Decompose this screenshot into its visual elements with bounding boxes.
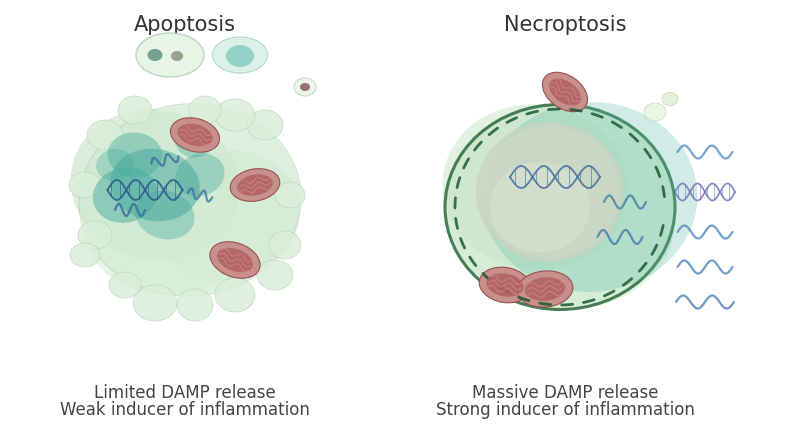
Ellipse shape [171,51,183,61]
Ellipse shape [445,105,675,310]
Ellipse shape [662,93,678,105]
Ellipse shape [96,149,134,181]
Text: Weak inducer of inflammation: Weak inducer of inflammation [60,401,310,419]
Ellipse shape [171,118,219,152]
Ellipse shape [80,105,300,295]
Ellipse shape [231,169,280,201]
Ellipse shape [543,72,587,112]
Ellipse shape [85,175,245,295]
Ellipse shape [487,273,523,297]
Ellipse shape [136,33,204,77]
Ellipse shape [212,37,267,73]
Ellipse shape [93,167,157,223]
Ellipse shape [78,221,112,249]
Ellipse shape [136,190,195,239]
Text: Massive DAMP release: Massive DAMP release [472,384,658,402]
Ellipse shape [189,96,221,124]
Ellipse shape [226,45,254,67]
Ellipse shape [237,174,273,196]
Ellipse shape [257,260,293,290]
Ellipse shape [217,248,253,272]
Ellipse shape [485,137,675,307]
Text: Necroptosis: Necroptosis [504,15,626,35]
Ellipse shape [176,154,224,197]
Ellipse shape [443,104,627,270]
Ellipse shape [175,122,215,158]
Ellipse shape [476,122,624,262]
Ellipse shape [517,271,573,307]
Ellipse shape [108,133,163,178]
Ellipse shape [275,182,305,208]
Ellipse shape [300,83,310,91]
Ellipse shape [269,231,301,259]
Ellipse shape [109,272,141,298]
Ellipse shape [148,49,163,61]
Ellipse shape [210,242,260,278]
Ellipse shape [483,102,697,292]
Ellipse shape [480,267,531,303]
Ellipse shape [549,78,581,105]
Ellipse shape [87,120,123,150]
Ellipse shape [177,124,212,146]
Ellipse shape [110,149,200,221]
Ellipse shape [150,150,300,280]
Ellipse shape [644,103,666,121]
Ellipse shape [490,162,590,252]
Ellipse shape [294,78,316,96]
Ellipse shape [133,285,177,321]
Ellipse shape [177,289,213,321]
Text: Strong inducer of inflammation: Strong inducer of inflammation [436,401,694,419]
Ellipse shape [215,99,255,131]
Ellipse shape [70,243,100,267]
Ellipse shape [480,126,620,258]
Ellipse shape [525,277,565,301]
Ellipse shape [215,278,255,312]
Text: Apoptosis: Apoptosis [134,15,236,35]
Text: Limited DAMP release: Limited DAMP release [94,384,276,402]
Ellipse shape [71,109,239,261]
Ellipse shape [118,96,152,124]
Ellipse shape [69,172,101,198]
Ellipse shape [247,110,283,140]
